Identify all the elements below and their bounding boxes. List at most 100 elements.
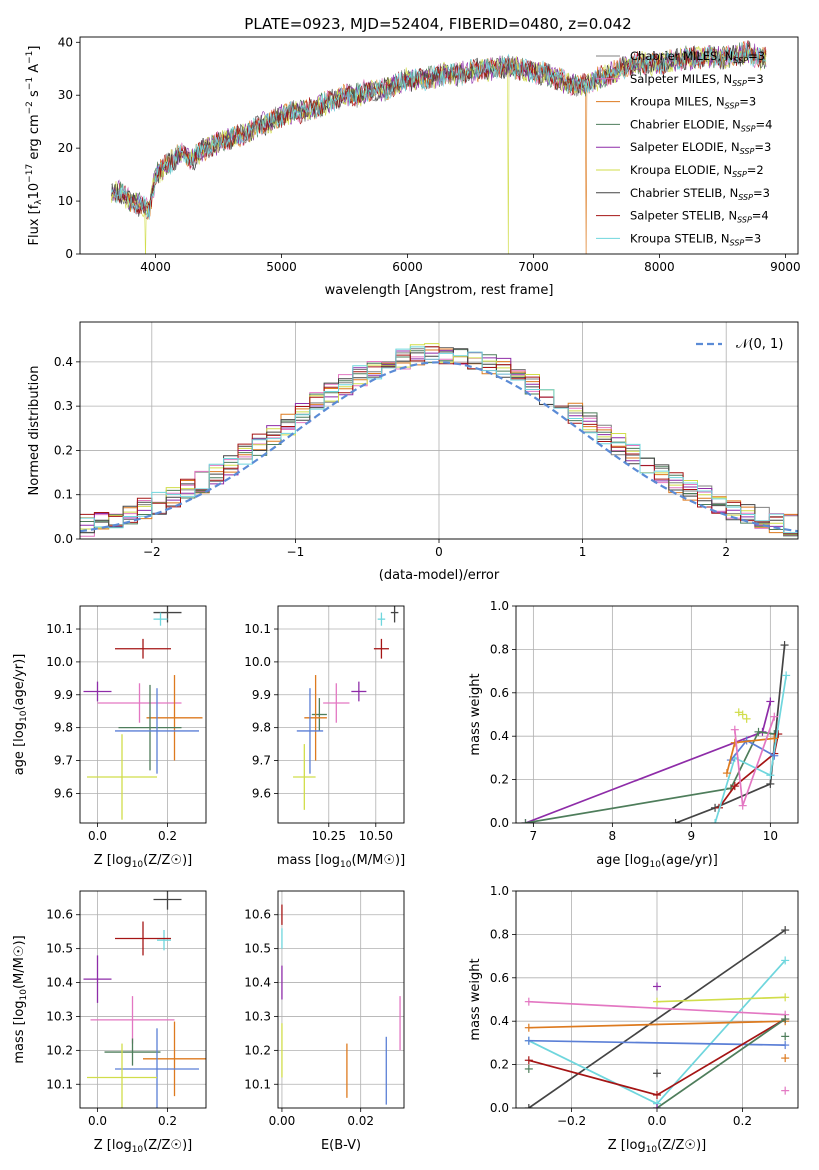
plot-area <box>524 926 790 1108</box>
y-tick-label: 10.3 <box>244 1009 271 1023</box>
legend-sub: SSP <box>725 102 740 111</box>
y-tick-label: 0.6 <box>490 686 509 700</box>
legend-sub: SSP <box>730 238 745 247</box>
y-tick-label: 0.1 <box>54 488 73 502</box>
plot-area <box>83 606 203 820</box>
x-tick-label: 6000 <box>392 260 423 274</box>
weight-line-0 <box>528 929 786 1108</box>
x-tick-label: 8000 <box>644 260 675 274</box>
x-axis-label: age [log10(age/yr)] <box>596 853 718 870</box>
legend-value: =3 <box>739 95 756 109</box>
axes-frame <box>79 321 799 540</box>
y-tick-label: 0.2 <box>54 443 73 457</box>
legend-entry: Salpeter MILES, NSSP=3 <box>630 72 764 88</box>
x-axis-label-sub: 10 <box>132 860 144 870</box>
residuals-panel: −2 −1 0 1 2 0.0 0.1 0.2 0.3 0.4 𝒩(0, 1) (data-model… <box>27 321 799 583</box>
x-tick-label: 0.2 <box>158 1114 177 1128</box>
y-label-rest: A <box>27 64 42 77</box>
weight-line-1 <box>525 730 775 823</box>
plot-area <box>521 641 791 823</box>
y-tick-label: 10.1 <box>46 1077 73 1091</box>
y-label-sub: λ <box>34 199 44 205</box>
y-tick-label: 10.4 <box>244 976 271 990</box>
x-axis-label: Z [log10(Z/Z☉)] <box>94 853 192 870</box>
legend-value: =4 <box>752 209 769 223</box>
weight-line-3 <box>528 1000 786 1016</box>
y-axis-label-sub: 10 <box>19 710 29 722</box>
legend-entry: Kroupa MILES, NSSP=3 <box>630 95 756 111</box>
legend-entry: Kroupa STELIB, NSSP=3 <box>630 231 761 247</box>
plot-area <box>111 39 767 254</box>
age-vs-metallicity-panel: 0.0 0.2 9.6 9.7 9.8 9.9 10.0 10.1 Z [log10(Z/Z☉)… <box>12 605 207 870</box>
legend-entry: Salpeter ELODIE, NSSP=3 <box>630 140 771 156</box>
x-axis-label-sub: 10 <box>646 1145 658 1155</box>
plot-area <box>80 343 798 537</box>
plot-area <box>281 904 401 1105</box>
x-tick-label: 0.2 <box>733 1114 752 1128</box>
y-tick-label: 9.7 <box>54 754 73 768</box>
axes-frame <box>79 890 207 1109</box>
y-tick-label: 10.3 <box>46 1009 73 1023</box>
x-tick-label: −1 <box>287 545 305 559</box>
y-label-sup: −17 <box>25 164 35 183</box>
legend-entry: Chabrier STELIB, NSSP=3 <box>630 186 770 202</box>
mass-weight-vs-age-panel: 7 8 9 10 0.0 0.2 0.4 0.6 0.8 1.0 age [log10(age/yr… <box>468 599 799 870</box>
spectrum-line-8 <box>111 42 767 220</box>
legend-sub: SSP <box>732 170 747 179</box>
y-tick-label: 10.5 <box>46 942 73 956</box>
x-tick-label: 9 <box>688 829 696 843</box>
y-axis-label: mass [log10(M/M☉)] <box>12 935 29 1063</box>
y-tick-label: 10.1 <box>244 622 271 636</box>
axes-frame <box>277 890 405 1109</box>
mass-weight-vs-metallicity-panel: −0.2 0.0 0.2 0.0 0.2 0.4 0.6 0.8 1.0 Z [log10(Z/Z… <box>468 884 799 1155</box>
x-axis-label: mass [log10(M/M☉)] <box>277 853 405 870</box>
y-label-rest: erg cm <box>27 114 42 163</box>
x-tick-label: −2 <box>143 545 161 559</box>
y-tick-label: 10.6 <box>46 908 73 922</box>
figure-title: PLATE=0923, MJD=52404, FIBERID=0480, z=0… <box>244 15 631 33</box>
legend-sub: SSP <box>738 193 753 202</box>
y-tick-label: 20 <box>58 141 73 155</box>
legend-sub: SSP <box>733 56 748 65</box>
legend-value: =3 <box>744 231 761 245</box>
y-axis-label: Normed distribution <box>27 366 42 496</box>
legend-value: =3 <box>754 140 771 154</box>
y-label-sup: −1 <box>25 51 35 64</box>
y-label-sup: −2 <box>25 101 35 114</box>
x-tick-label: 0.0 <box>88 829 107 843</box>
legend-sub: SSP <box>740 147 755 156</box>
x-tick-label: 7 <box>530 829 538 843</box>
y-tick-label: 9.7 <box>252 754 271 768</box>
x-tick-label: 1 <box>579 545 587 559</box>
axes-frame <box>79 605 207 824</box>
y-label-rest: 10 <box>27 183 42 200</box>
y-tick-label: 10.2 <box>244 1043 271 1057</box>
y-tick-label: 9.6 <box>54 786 73 800</box>
y-tick-label: 9.8 <box>54 721 73 735</box>
y-tick-label: 0.3 <box>54 399 73 413</box>
y-tick-label: 10.4 <box>46 976 73 990</box>
legend-entry: Kroupa ELODIE, NSSP=2 <box>630 163 764 179</box>
legend-entry: Chabrier ELODIE, NSSP=4 <box>630 117 772 133</box>
x-axis-label-rest: (Z/Z☉)] <box>143 853 192 868</box>
y-label-rest: ] <box>27 46 42 51</box>
x-axis-label-sub: 10 <box>132 1145 144 1155</box>
y-tick-label: 10.2 <box>46 1043 73 1057</box>
plot-area <box>83 891 206 1108</box>
x-tick-label: 0 <box>435 545 443 559</box>
x-tick-label: 9000 <box>770 260 801 274</box>
mass-vs-extinction-panel: 0.00 0.02 10.1 10.2 10.3 10.4 10.5 10.6 E(B-V) <box>244 890 405 1153</box>
y-tick-label: 0.8 <box>490 642 509 656</box>
axes-frame <box>515 890 799 1109</box>
legend-value: =2 <box>747 163 764 177</box>
y-tick-label: 0.0 <box>490 816 509 830</box>
y-tick-label: 0.4 <box>490 729 509 743</box>
legend-value: =3 <box>753 186 770 200</box>
x-tick-label: 7000 <box>518 260 549 274</box>
legend-value: =3 <box>748 49 765 63</box>
histogram-8 <box>80 346 798 534</box>
weight-line-7 <box>656 1018 786 1108</box>
x-tick-label: 10 <box>763 829 778 843</box>
x-axis-label-rest: (M/M☉)] <box>351 853 405 868</box>
